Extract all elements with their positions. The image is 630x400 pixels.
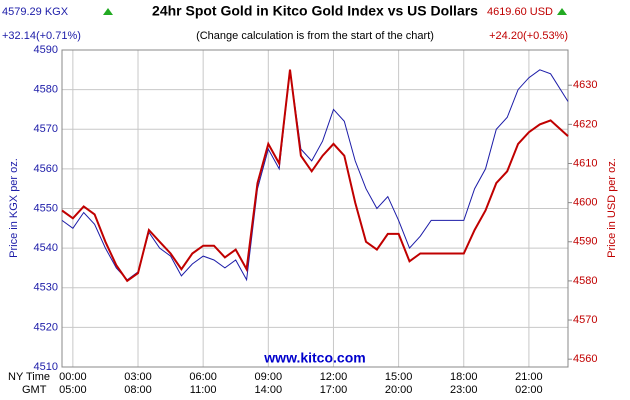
- x-tick-label-gmt: 14:00: [255, 384, 283, 396]
- y-tick-label: 4550: [34, 202, 58, 214]
- y2-tick-label: 4630: [573, 79, 597, 91]
- y-tick-label: 4530: [34, 282, 58, 294]
- chart-subtitle: (Change calculation is from the start of…: [196, 30, 434, 42]
- y-tick-label: 4580: [34, 84, 58, 96]
- y-tick-label: 4520: [34, 321, 58, 333]
- y2-tick-label: 4560: [573, 353, 597, 365]
- y-tick-label: 4590: [34, 44, 58, 56]
- up-icon: [557, 8, 567, 15]
- x-tick-label: 06:00: [189, 371, 217, 383]
- y-tick-label: 4510: [34, 361, 58, 373]
- x-tick-label-gmt: 02:00: [515, 384, 543, 396]
- y-tick-label: 4560: [34, 163, 58, 175]
- x-row-label: GMT: [22, 384, 47, 396]
- x-tick-label-gmt: 05:00: [59, 384, 87, 396]
- right-change: +24.20(+0.53%): [489, 30, 568, 42]
- y2-tick-label: 4590: [573, 236, 597, 248]
- x-tick-label: 00:00: [59, 371, 87, 383]
- y2-axis-label: Price in USD per oz.: [606, 158, 618, 258]
- x-tick-label: 18:00: [450, 371, 478, 383]
- y2-tick-label: 4610: [573, 157, 597, 169]
- right-price: 4619.60 USD: [487, 6, 553, 18]
- x-tick-label-gmt: 08:00: [124, 384, 152, 396]
- x-row-label: NY Time: [8, 371, 50, 383]
- y2-tick-label: 4600: [573, 197, 597, 209]
- x-tick-label: 09:00: [255, 371, 283, 383]
- x-tick-label-gmt: 23:00: [450, 384, 478, 396]
- x-tick-label-gmt: 17:00: [320, 384, 348, 396]
- x-tick-label: 15:00: [385, 371, 413, 383]
- x-tick-label-gmt: 20:00: [385, 384, 413, 396]
- y2-tick-label: 4570: [573, 314, 597, 326]
- y-tick-label: 4540: [34, 242, 58, 254]
- y-tick-label: 4570: [34, 123, 58, 135]
- left-change: +32.14(+0.71%): [2, 30, 81, 42]
- up-icon: [103, 8, 113, 15]
- chart-title: 24hr Spot Gold in Kitco Gold Index vs US…: [152, 3, 478, 19]
- x-tick-label: 21:00: [515, 371, 543, 383]
- plot-frame: [61, 49, 569, 368]
- left-price: 4579.29 KGX: [2, 6, 69, 18]
- x-tick-label: 12:00: [320, 371, 348, 383]
- watermark: www.kitco.com: [263, 350, 365, 366]
- x-tick-label: 03:00: [124, 371, 152, 383]
- x-tick-label-gmt: 11:00: [190, 384, 217, 396]
- y2-tick-label: 4580: [573, 275, 597, 287]
- y2-tick-label: 4620: [573, 118, 597, 130]
- series-line: [61, 69, 569, 283]
- y-axis-label: Price in KGX per oz.: [8, 158, 20, 258]
